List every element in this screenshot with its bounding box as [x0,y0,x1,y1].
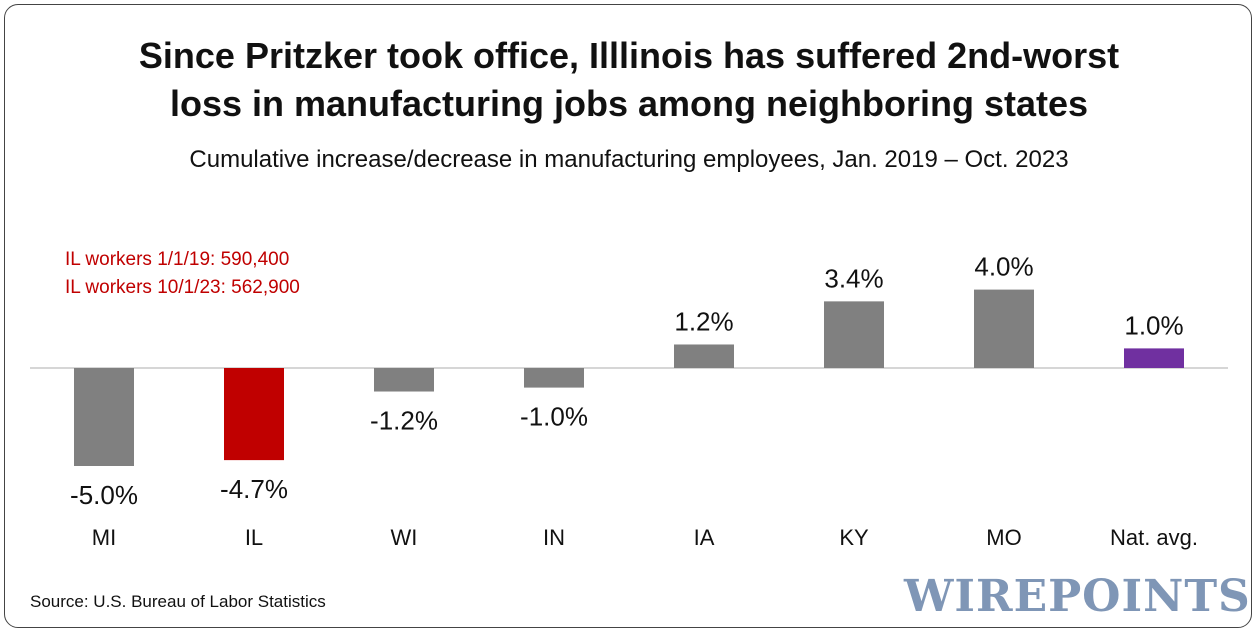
data-label: 1.2% [674,306,733,336]
chart-frame [4,4,1252,628]
category-label: MI [92,525,116,550]
il-workers-2019-note: IL workers 1/1/19: 590,400 [65,249,290,270]
il-workers-2023-note: IL workers 10/1/23: 562,900 [65,277,300,298]
category-label: IN [543,525,565,550]
category-label: Nat. avg. [1110,525,1198,550]
bar-mo [974,289,1034,368]
data-label: -5.0% [70,480,138,510]
category-label: IL [245,525,263,550]
bar-mi [74,368,134,466]
data-label: 4.0% [974,252,1033,282]
source-note: Source: U.S. Bureau of Labor Statistics [30,592,326,611]
category-label: IA [694,525,715,550]
data-label: 3.4% [824,263,883,293]
bar-ia [674,344,734,368]
bar-natavg [1124,348,1184,368]
data-label: -4.7% [220,474,288,504]
wirepoints-logo: WIREPOINTS [904,571,1251,622]
data-label: -1.0% [520,402,588,432]
category-label: KY [839,525,869,550]
chart-subtitle: Cumulative increase/decrease in manufact… [189,146,1069,173]
chart-title: Since Pritzker took office, Illlinois ha… [0,32,1258,128]
data-label: 1.0% [1124,310,1183,340]
bar-wi [374,368,434,392]
bar-ky [824,301,884,368]
bar-il [224,368,284,461]
category-label: WI [391,525,418,550]
category-label: MO [986,525,1021,550]
chart-title-line-1: Since Pritzker took office, Illlinois ha… [138,35,1120,76]
chart-title-line-2: loss in manufacturing jobs among neighbo… [169,83,1089,124]
bar-in [524,368,584,388]
data-label: -1.2% [370,406,438,436]
